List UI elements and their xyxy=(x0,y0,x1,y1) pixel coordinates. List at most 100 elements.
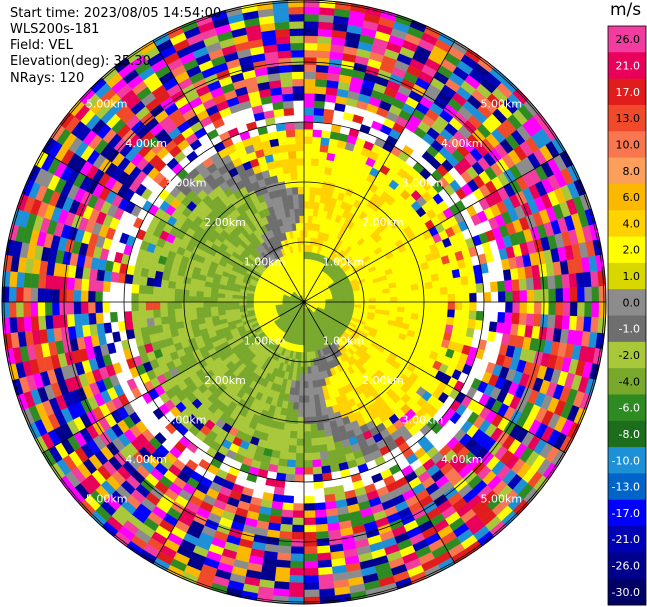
ppi-bin xyxy=(319,451,329,460)
ppi-bin xyxy=(284,180,293,189)
ppi-bin xyxy=(309,193,316,202)
ppi-bin xyxy=(303,596,320,605)
ppi-bin xyxy=(297,244,302,253)
ppi-bin xyxy=(317,42,332,52)
ppi-bin xyxy=(159,301,168,310)
ppi-bin xyxy=(469,301,477,312)
ppi-bin xyxy=(575,316,585,332)
ppi-bin xyxy=(440,294,449,303)
ppi-bin xyxy=(299,380,305,389)
ppi-bin xyxy=(23,287,31,303)
ppi-bin xyxy=(313,488,325,497)
ppi-bin xyxy=(462,293,470,303)
ppi-bin xyxy=(210,306,219,312)
ppi-bin xyxy=(23,316,33,332)
ppi-bin xyxy=(131,301,139,312)
ppi-bin xyxy=(303,129,314,137)
ppi-bin xyxy=(303,503,316,511)
ppi-bin xyxy=(324,428,333,438)
ppi-bin xyxy=(425,288,434,296)
ppi-bin xyxy=(312,387,319,396)
ppi-bin xyxy=(291,524,305,533)
ppi-bin xyxy=(317,566,333,576)
ppi-bin xyxy=(116,292,125,303)
ppi-bin xyxy=(303,93,316,101)
ppi-bin xyxy=(181,301,190,309)
ppi-bin xyxy=(1,301,10,318)
ppi-bin xyxy=(281,436,290,446)
ppi-bin xyxy=(303,531,317,540)
ppi-bin xyxy=(290,553,305,562)
ppi-bin xyxy=(382,297,391,303)
ppi-bin xyxy=(303,35,319,44)
ppi-bin xyxy=(203,291,212,298)
ppi-bin xyxy=(88,279,97,292)
ppi-bin xyxy=(418,295,427,303)
ppi-bin xyxy=(160,316,170,325)
ppi-bin xyxy=(182,319,192,328)
ppi-bin xyxy=(389,287,398,294)
ppi-bin xyxy=(139,318,148,329)
ppi-bin xyxy=(308,208,314,217)
ppi-bin xyxy=(308,201,315,210)
ppi-bin xyxy=(308,387,314,396)
ppi-bin xyxy=(397,301,405,308)
ppi-bin xyxy=(181,289,190,297)
ppi-bin xyxy=(16,316,25,333)
ppi-bin xyxy=(569,287,578,303)
ppi-bin xyxy=(37,273,47,289)
ppi-bin xyxy=(80,313,90,326)
ppi-bin xyxy=(555,288,564,303)
ppi-bin xyxy=(195,290,204,297)
ppi-bin xyxy=(467,319,477,330)
ppi-bin xyxy=(361,301,369,306)
ppi-bin xyxy=(174,308,183,316)
ppi-bin xyxy=(196,312,205,320)
ppi-bin xyxy=(153,278,162,288)
ppi-bin xyxy=(303,6,320,15)
ppi-bin xyxy=(289,165,298,174)
ppi-bin xyxy=(109,281,118,293)
ppi-bin xyxy=(287,452,297,461)
ppi-bin xyxy=(276,465,287,475)
ppi-bin xyxy=(231,305,240,310)
ppi-bin xyxy=(203,301,211,308)
ppi-bin xyxy=(159,294,168,303)
ppi-bin xyxy=(396,286,405,293)
ppi-bin xyxy=(287,143,297,152)
ppi-bin xyxy=(417,282,426,291)
ppi-bin xyxy=(299,373,305,382)
ppi-bin xyxy=(312,473,323,482)
ppi-bin xyxy=(309,179,317,188)
ppi-bin xyxy=(297,409,305,418)
ppi-bin xyxy=(280,516,293,526)
ppi-bin xyxy=(283,107,295,116)
ppi-bin xyxy=(51,301,60,316)
ppi-bin xyxy=(181,295,190,303)
ppi-bin xyxy=(289,575,305,583)
ppi-bin xyxy=(298,388,305,396)
ppi-bin xyxy=(273,14,290,23)
ppi-bin xyxy=(460,275,469,286)
ppi-bin xyxy=(590,316,599,334)
ppi-bin xyxy=(30,315,40,331)
ppi-bin xyxy=(288,150,297,159)
ppi-bin xyxy=(490,281,499,293)
ppi-bin xyxy=(286,194,294,203)
ppi-bin xyxy=(307,380,314,389)
ppi-bin xyxy=(313,107,325,116)
ppi-bin xyxy=(454,293,463,303)
ppi-bin xyxy=(314,509,327,518)
ppi-bin xyxy=(203,306,212,313)
ppi-bin xyxy=(532,276,542,291)
ppi-bin xyxy=(432,308,441,317)
ppi-bin xyxy=(315,530,330,540)
ppi-bin xyxy=(303,136,313,144)
ppi-bin xyxy=(317,165,326,175)
ppi-bin xyxy=(124,283,133,294)
ppi-bin xyxy=(390,301,398,308)
ppi-bin xyxy=(282,495,294,504)
ppi-bin xyxy=(562,287,571,303)
ppi-bin xyxy=(167,294,175,303)
ppi-bin xyxy=(447,301,456,311)
